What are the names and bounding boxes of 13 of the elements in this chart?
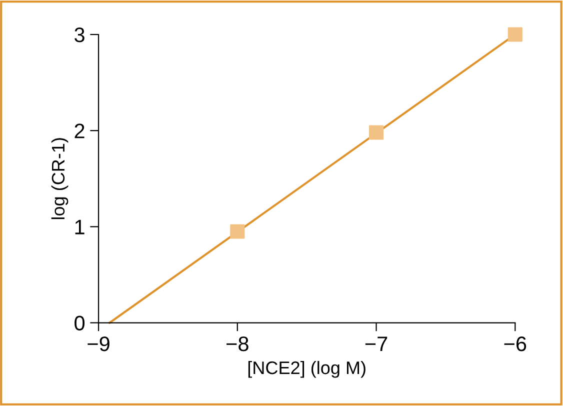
y-tick-label: 3 — [74, 28, 84, 42]
x-tick-label: −9 — [88, 336, 110, 352]
x-tick-label: −7 — [365, 336, 388, 352]
y-tick-label: 1 — [75, 220, 84, 234]
x-tick-label: −8 — [226, 336, 248, 352]
y-tick-label: 0 — [74, 316, 85, 331]
point — [230, 224, 245, 239]
point — [368, 125, 384, 140]
point — [508, 27, 522, 42]
x-axis-title: [NCE2] (log M) — [248, 360, 366, 378]
y-tick-label: 2 — [74, 124, 84, 138]
x-tick-label: −6 — [504, 336, 526, 352]
y-axis-title: log (CR-1) — [51, 138, 68, 220]
